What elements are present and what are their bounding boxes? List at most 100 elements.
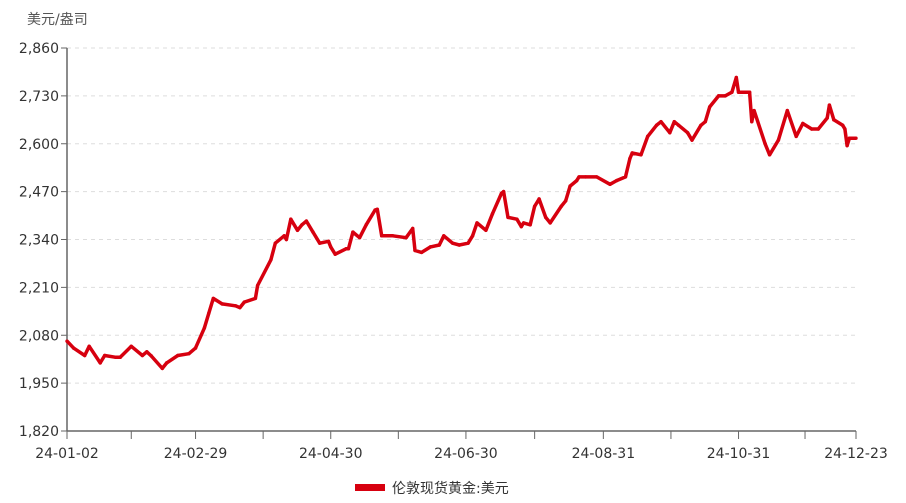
data-point — [654, 123, 659, 128]
y-axis-unit-label: 美元/盎司 — [27, 12, 88, 28]
data-point — [594, 175, 599, 179]
data-point — [583, 175, 588, 179]
data-point — [832, 118, 836, 122]
data-point — [160, 366, 165, 371]
data-point — [211, 296, 215, 301]
data-point — [628, 156, 632, 161]
data-point — [825, 116, 829, 120]
x-tick-label: 24-06-30 — [434, 446, 498, 462]
data-point — [380, 234, 384, 238]
data-point — [841, 123, 845, 128]
gridlines — [67, 47, 856, 384]
data-point — [326, 239, 331, 244]
data-point — [233, 304, 238, 308]
data-point — [623, 175, 628, 179]
legend-label[interactable]: 伦敦现货黄金:美元 — [392, 480, 509, 497]
y-tick-label: 2,600 — [19, 137, 59, 153]
data-point — [506, 215, 510, 220]
data-point — [269, 258, 273, 262]
data-point — [723, 94, 727, 98]
data-point — [428, 245, 433, 249]
data-point — [475, 221, 479, 225]
data-point — [685, 131, 690, 135]
x-tick-label: 24-10-31 — [707, 446, 771, 462]
y-tick-label: 1,820 — [19, 424, 59, 440]
series-line — [65, 75, 856, 371]
data-point — [295, 228, 300, 232]
data-point — [490, 212, 495, 216]
data-point — [659, 119, 663, 124]
data-point — [145, 350, 149, 354]
data-point — [118, 355, 122, 360]
data-point — [703, 119, 707, 124]
data-point — [767, 153, 772, 157]
data-point — [809, 127, 814, 131]
data-point — [794, 134, 798, 139]
data-point — [442, 234, 446, 238]
data-point — [575, 178, 579, 183]
data-point — [207, 311, 211, 315]
data-point — [65, 339, 69, 343]
data-point — [645, 134, 650, 139]
data-point — [411, 226, 415, 231]
data-point — [845, 143, 849, 148]
y-tick-label: 1,950 — [19, 376, 59, 392]
data-point — [129, 344, 133, 348]
data-point — [827, 103, 832, 107]
data-point — [284, 237, 289, 242]
data-point — [519, 224, 524, 229]
data-point — [220, 302, 224, 306]
data-point — [450, 241, 455, 245]
data-point — [351, 230, 355, 234]
data-point — [140, 353, 145, 358]
data-point — [311, 230, 315, 234]
data-point — [544, 215, 548, 220]
legend: 伦敦现货黄金:美元 — [355, 480, 509, 497]
data-point — [289, 217, 293, 221]
data-point — [98, 361, 102, 365]
x-tick-label: 24-01-02 — [35, 446, 99, 462]
x-tick-label: 24-12-23 — [824, 446, 888, 462]
data-point — [457, 243, 461, 247]
x-tick-label: 24-08-31 — [572, 446, 636, 462]
data-point — [699, 123, 703, 128]
data-point — [736, 90, 741, 94]
data-point — [187, 351, 191, 356]
data-point — [165, 361, 169, 365]
data-point — [563, 199, 568, 203]
data-point — [282, 234, 286, 238]
data-point — [515, 217, 519, 221]
data-point — [273, 241, 278, 245]
data-point — [202, 326, 207, 330]
data-point — [242, 300, 247, 304]
data-point — [577, 175, 581, 179]
data-point — [752, 108, 756, 113]
data-point — [114, 355, 118, 360]
y-axis: 1,820 1,950 2,080 2,210 2,340 2,470 2,600 2,730… — [19, 41, 68, 440]
data-point — [801, 121, 805, 126]
data-point — [608, 182, 612, 186]
data-point — [300, 223, 304, 227]
data-point — [521, 221, 526, 225]
data-point — [528, 223, 532, 227]
data-point — [750, 119, 754, 124]
data-point — [776, 138, 781, 142]
data-point — [708, 105, 712, 109]
data-point — [413, 248, 417, 253]
data-point — [690, 138, 694, 142]
data-point — [333, 252, 337, 256]
data-point — [102, 353, 107, 358]
data-point — [559, 204, 563, 209]
data-point — [532, 204, 537, 209]
data-point — [785, 108, 789, 113]
y-tick-label: 2,210 — [19, 280, 59, 296]
data-point — [568, 184, 572, 188]
y-tick-label: 2,860 — [19, 41, 59, 57]
data-point — [71, 346, 76, 350]
data-point — [716, 94, 721, 98]
data-point — [149, 354, 153, 358]
x-tick-label: 24-02-29 — [164, 446, 228, 462]
data-point — [255, 283, 260, 288]
data-point — [816, 127, 821, 131]
